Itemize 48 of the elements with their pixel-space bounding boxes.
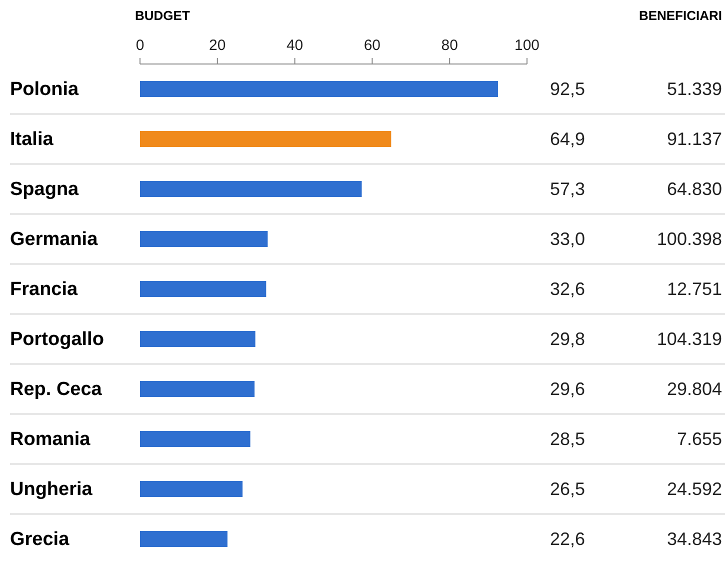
y-tick-label: Romania xyxy=(10,429,91,450)
data-label: 32,6 xyxy=(550,279,585,299)
text: 29.804 xyxy=(666,379,722,399)
bar xyxy=(140,531,228,547)
data-label: 33,0 xyxy=(550,229,585,249)
y-tick-label: Francia xyxy=(10,279,78,300)
y-tick-label: Rep. Ceca xyxy=(10,379,102,400)
data-label: 22,6 xyxy=(550,529,585,549)
text: 91.137 xyxy=(666,129,722,149)
text: 100.398 xyxy=(656,229,722,249)
data-label: 26,5 xyxy=(550,479,585,499)
y-tick-label: Portogallo xyxy=(10,329,104,350)
text: 7.655 xyxy=(676,429,722,449)
bar xyxy=(140,131,392,147)
x-tick-label: 20 xyxy=(209,37,226,54)
x-tick-label: 0 xyxy=(136,37,144,54)
data-label: 57,3 xyxy=(550,179,585,199)
x-axis-title: BUDGET xyxy=(135,8,190,23)
bar xyxy=(140,231,268,247)
text: 104.319 xyxy=(656,329,722,349)
x-tick-label: 40 xyxy=(286,37,304,54)
y-tick-label: Italia xyxy=(10,129,54,150)
x-tick-label: 100 xyxy=(514,37,540,54)
text: BENEFICIARI xyxy=(638,8,722,23)
y-tick-label: Ungheria xyxy=(10,479,93,500)
x-tick-label: 60 xyxy=(364,37,381,54)
text: 64.830 xyxy=(666,179,722,199)
text: 34.843 xyxy=(666,529,722,549)
bar xyxy=(140,481,243,497)
bar xyxy=(140,431,250,447)
data-label: 92,5 xyxy=(550,79,585,99)
data-label: 29,8 xyxy=(550,329,585,349)
data-label: 29,6 xyxy=(550,379,585,399)
text: 51.339 xyxy=(666,79,722,99)
bar xyxy=(140,281,266,297)
bar xyxy=(140,331,256,347)
text: 12.751 xyxy=(666,279,722,299)
bar xyxy=(140,381,255,397)
y-tick-label: Spagna xyxy=(10,179,80,200)
data-label: 64,9 xyxy=(550,129,585,149)
data-label: 28,5 xyxy=(550,429,585,449)
y-tick-label: Germania xyxy=(10,229,98,250)
x-tick-label: 80 xyxy=(441,37,458,54)
bar xyxy=(140,81,498,97)
y-tick-label: Grecia xyxy=(10,529,70,550)
bar xyxy=(140,181,362,197)
text: 24.592 xyxy=(666,479,722,499)
y-tick-label: Polonia xyxy=(10,79,80,100)
